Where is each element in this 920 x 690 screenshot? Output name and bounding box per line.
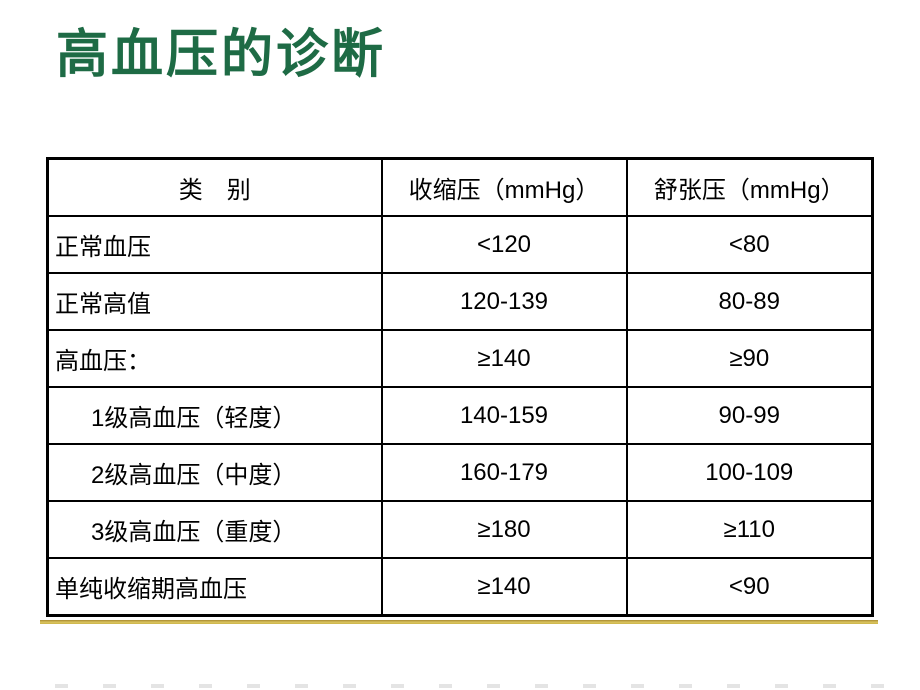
bp-classification-table: 类 别 收缩压（mmHg） 舒张压（mmHg） 正常血压 <120 <80 正常… xyxy=(46,157,874,617)
bp-classification-table-wrap: 类 别 收缩压（mmHg） 舒张压（mmHg） 正常血压 <120 <80 正常… xyxy=(46,157,874,617)
table-row: 2级高血压（中度） 160-179 100-109 xyxy=(46,443,874,502)
diastolic-cell: <80 xyxy=(625,215,874,274)
column-header-systolic: 收缩压（mmHg） xyxy=(380,157,628,217)
diastolic-cell: 80-89 xyxy=(625,272,874,331)
table-row: 3级高血压（重度） ≥180 ≥110 xyxy=(46,500,874,559)
systolic-cell: <120 xyxy=(380,215,628,274)
table-row: 正常血压 <120 <80 xyxy=(46,215,874,274)
systolic-cell: ≥140 xyxy=(380,557,628,617)
systolic-cell: 160-179 xyxy=(380,443,628,502)
diastolic-cell: ≥110 xyxy=(625,500,874,559)
systolic-cell: ≥180 xyxy=(380,500,628,559)
table-row: 单纯收缩期高血压 ≥140 <90 xyxy=(46,557,874,617)
bottom-dashed-rule xyxy=(55,684,912,688)
category-cell: 1级高血压（轻度） xyxy=(46,386,383,445)
diastolic-cell: 90-99 xyxy=(625,386,874,445)
category-cell: 单纯收缩期高血压 xyxy=(46,557,383,617)
table-row: 正常高值 120-139 80-89 xyxy=(46,272,874,331)
gold-accent-line xyxy=(40,620,878,624)
column-header-category: 类 别 xyxy=(46,157,383,217)
systolic-cell: 140-159 xyxy=(380,386,628,445)
diastolic-cell: 100-109 xyxy=(625,443,874,502)
diastolic-cell: ≥90 xyxy=(625,329,874,388)
category-cell: 高血压： xyxy=(46,329,383,388)
category-cell: 2级高血压（中度） xyxy=(46,443,383,502)
systolic-cell: ≥140 xyxy=(380,329,628,388)
category-cell: 正常高值 xyxy=(46,272,383,331)
systolic-cell: 120-139 xyxy=(380,272,628,331)
category-cell: 正常血压 xyxy=(46,215,383,274)
column-header-diastolic: 舒张压（mmHg） xyxy=(625,157,874,217)
diastolic-cell: <90 xyxy=(625,557,874,617)
table-row: 1级高血压（轻度） 140-159 90-99 xyxy=(46,386,874,445)
category-cell: 3级高血压（重度） xyxy=(46,500,383,559)
table-row: 高血压： ≥140 ≥90 xyxy=(46,329,874,388)
page-title: 高血压的诊断 xyxy=(56,24,387,85)
table-header-row: 类 别 收缩压（mmHg） 舒张压（mmHg） xyxy=(46,157,874,217)
